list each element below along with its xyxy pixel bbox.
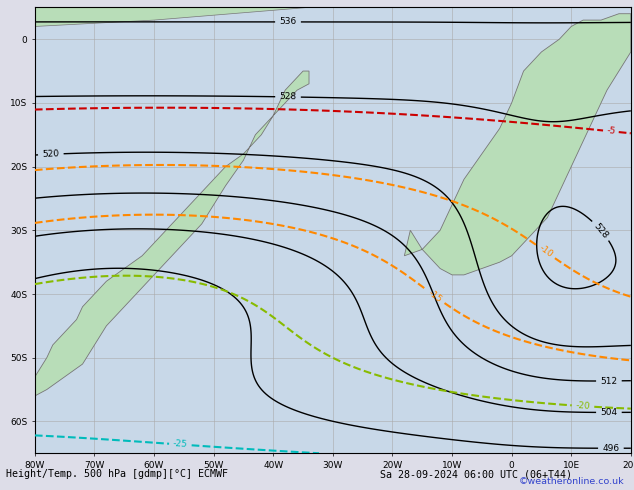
Text: Height/Temp. 500 hPa [gdmp][°C] ECMWF: Height/Temp. 500 hPa [gdmp][°C] ECMWF bbox=[6, 469, 228, 479]
Text: -10: -10 bbox=[537, 244, 554, 260]
Text: 496: 496 bbox=[602, 444, 619, 453]
Text: ©weatheronline.co.uk: ©weatheronline.co.uk bbox=[519, 477, 624, 486]
Polygon shape bbox=[35, 71, 309, 396]
Polygon shape bbox=[35, 7, 309, 26]
Polygon shape bbox=[404, 14, 631, 275]
Text: 536: 536 bbox=[280, 18, 297, 26]
Text: 528: 528 bbox=[280, 92, 297, 101]
Text: -15: -15 bbox=[427, 289, 444, 304]
Text: -25: -25 bbox=[172, 440, 188, 449]
Text: 512: 512 bbox=[600, 376, 618, 386]
Text: 520: 520 bbox=[42, 149, 60, 159]
Text: 504: 504 bbox=[600, 408, 618, 417]
Text: -20: -20 bbox=[576, 401, 591, 411]
Text: Sa 28-09-2024 06:00 UTC (06+T44): Sa 28-09-2024 06:00 UTC (06+T44) bbox=[380, 469, 573, 479]
Text: -5: -5 bbox=[606, 126, 616, 136]
Text: 528: 528 bbox=[592, 221, 610, 240]
